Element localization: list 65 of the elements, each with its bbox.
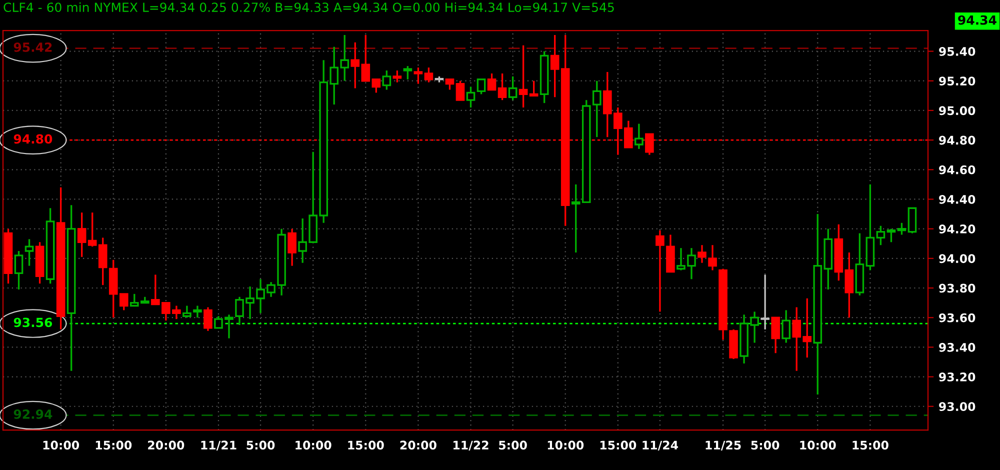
- candlestick: [403, 65, 412, 80]
- x-tick-label: 20:00: [148, 440, 184, 450]
- y-tick-label: 94.40: [939, 194, 976, 204]
- ref-line-label: 94.80: [14, 134, 52, 144]
- candlestick: [382, 70, 392, 91]
- candlestick: [897, 222, 906, 236]
- candlestick: [424, 66, 434, 84]
- y-tick-label: 95.20: [939, 76, 976, 86]
- candlestick: [445, 78, 454, 91]
- candlestick: [288, 228, 296, 267]
- y-tick-label: 93.00: [939, 402, 976, 412]
- candlestick: [476, 78, 486, 96]
- y-tick-label: 93.20: [939, 372, 976, 382]
- x-tick-label: 11/21: [201, 440, 236, 451]
- x-tick-label: 10:00: [800, 440, 836, 450]
- x-tick-label: 11/24: [642, 440, 678, 451]
- candlestick: [24, 238, 34, 267]
- candlestick: [204, 306, 212, 332]
- y-tick-label: 95.00: [939, 106, 976, 116]
- x-tick-label: 15:00: [348, 440, 384, 450]
- candlestick: [77, 212, 86, 258]
- x-tick-label: 5:00: [499, 440, 527, 450]
- x-tick-label: 20:00: [400, 440, 436, 450]
- y-tick-label: 93.80: [939, 284, 976, 293]
- x-tick-label: 11/22: [454, 440, 488, 451]
- candlestick: [508, 76, 518, 101]
- y-tick-label: 94.20: [939, 224, 976, 234]
- y-tick-label: 95.40: [939, 46, 976, 56]
- candlestick: [392, 70, 402, 84]
- candlestick: [466, 86, 476, 108]
- candlestick: [886, 228, 896, 243]
- candlestick: [498, 72, 507, 101]
- candlestick: [518, 44, 528, 108]
- y-tick-label: 93.60: [939, 313, 976, 322]
- candlestick: [414, 66, 423, 85]
- candlestick: [529, 80, 538, 96]
- candlestick: [782, 309, 791, 344]
- ref-line-label: 95.42: [14, 42, 52, 52]
- x-tick-label: 10:00: [548, 440, 584, 450]
- candlestick: [844, 252, 854, 318]
- candlestick: [14, 250, 24, 290]
- candlestick: [908, 207, 917, 234]
- y-tick-label: 94.60: [939, 165, 976, 174]
- ref-line-label: 92.94: [14, 409, 52, 419]
- ref-line-label: 93.56: [14, 318, 52, 328]
- y-tick-label: 93.40: [939, 342, 976, 352]
- candlestick: [456, 80, 465, 101]
- chart-title: CLF4 - 60 min NYMEX L=94.34 0.25 0.27% B=94.33 A=94.34 O=0.00 Hi=94.34 Lo=94.17 V=545: [4, 2, 614, 12]
- x-tick-label: 15:00: [852, 440, 888, 450]
- candlestick: [771, 316, 780, 354]
- x-tick-label: 10:00: [43, 440, 80, 450]
- x-tick-label: 5:00: [751, 440, 780, 450]
- x-tick-label: 5:00: [246, 440, 275, 450]
- candlestick: [182, 304, 192, 318]
- candlestick: [634, 122, 644, 150]
- x-tick-label: 15:00: [600, 440, 636, 450]
- y-tick-label: 94.00: [939, 254, 976, 264]
- candlestick: [193, 304, 202, 318]
- candlestick: [876, 225, 886, 246]
- y-tick-label: 94.80: [939, 136, 976, 145]
- candlestick: [487, 72, 496, 91]
- x-tick-label: 10:00: [296, 440, 332, 450]
- x-tick-label: 15:00: [96, 440, 132, 450]
- text: 94.34: [958, 15, 996, 25]
- x-tick-label: 11/25: [706, 440, 741, 451]
